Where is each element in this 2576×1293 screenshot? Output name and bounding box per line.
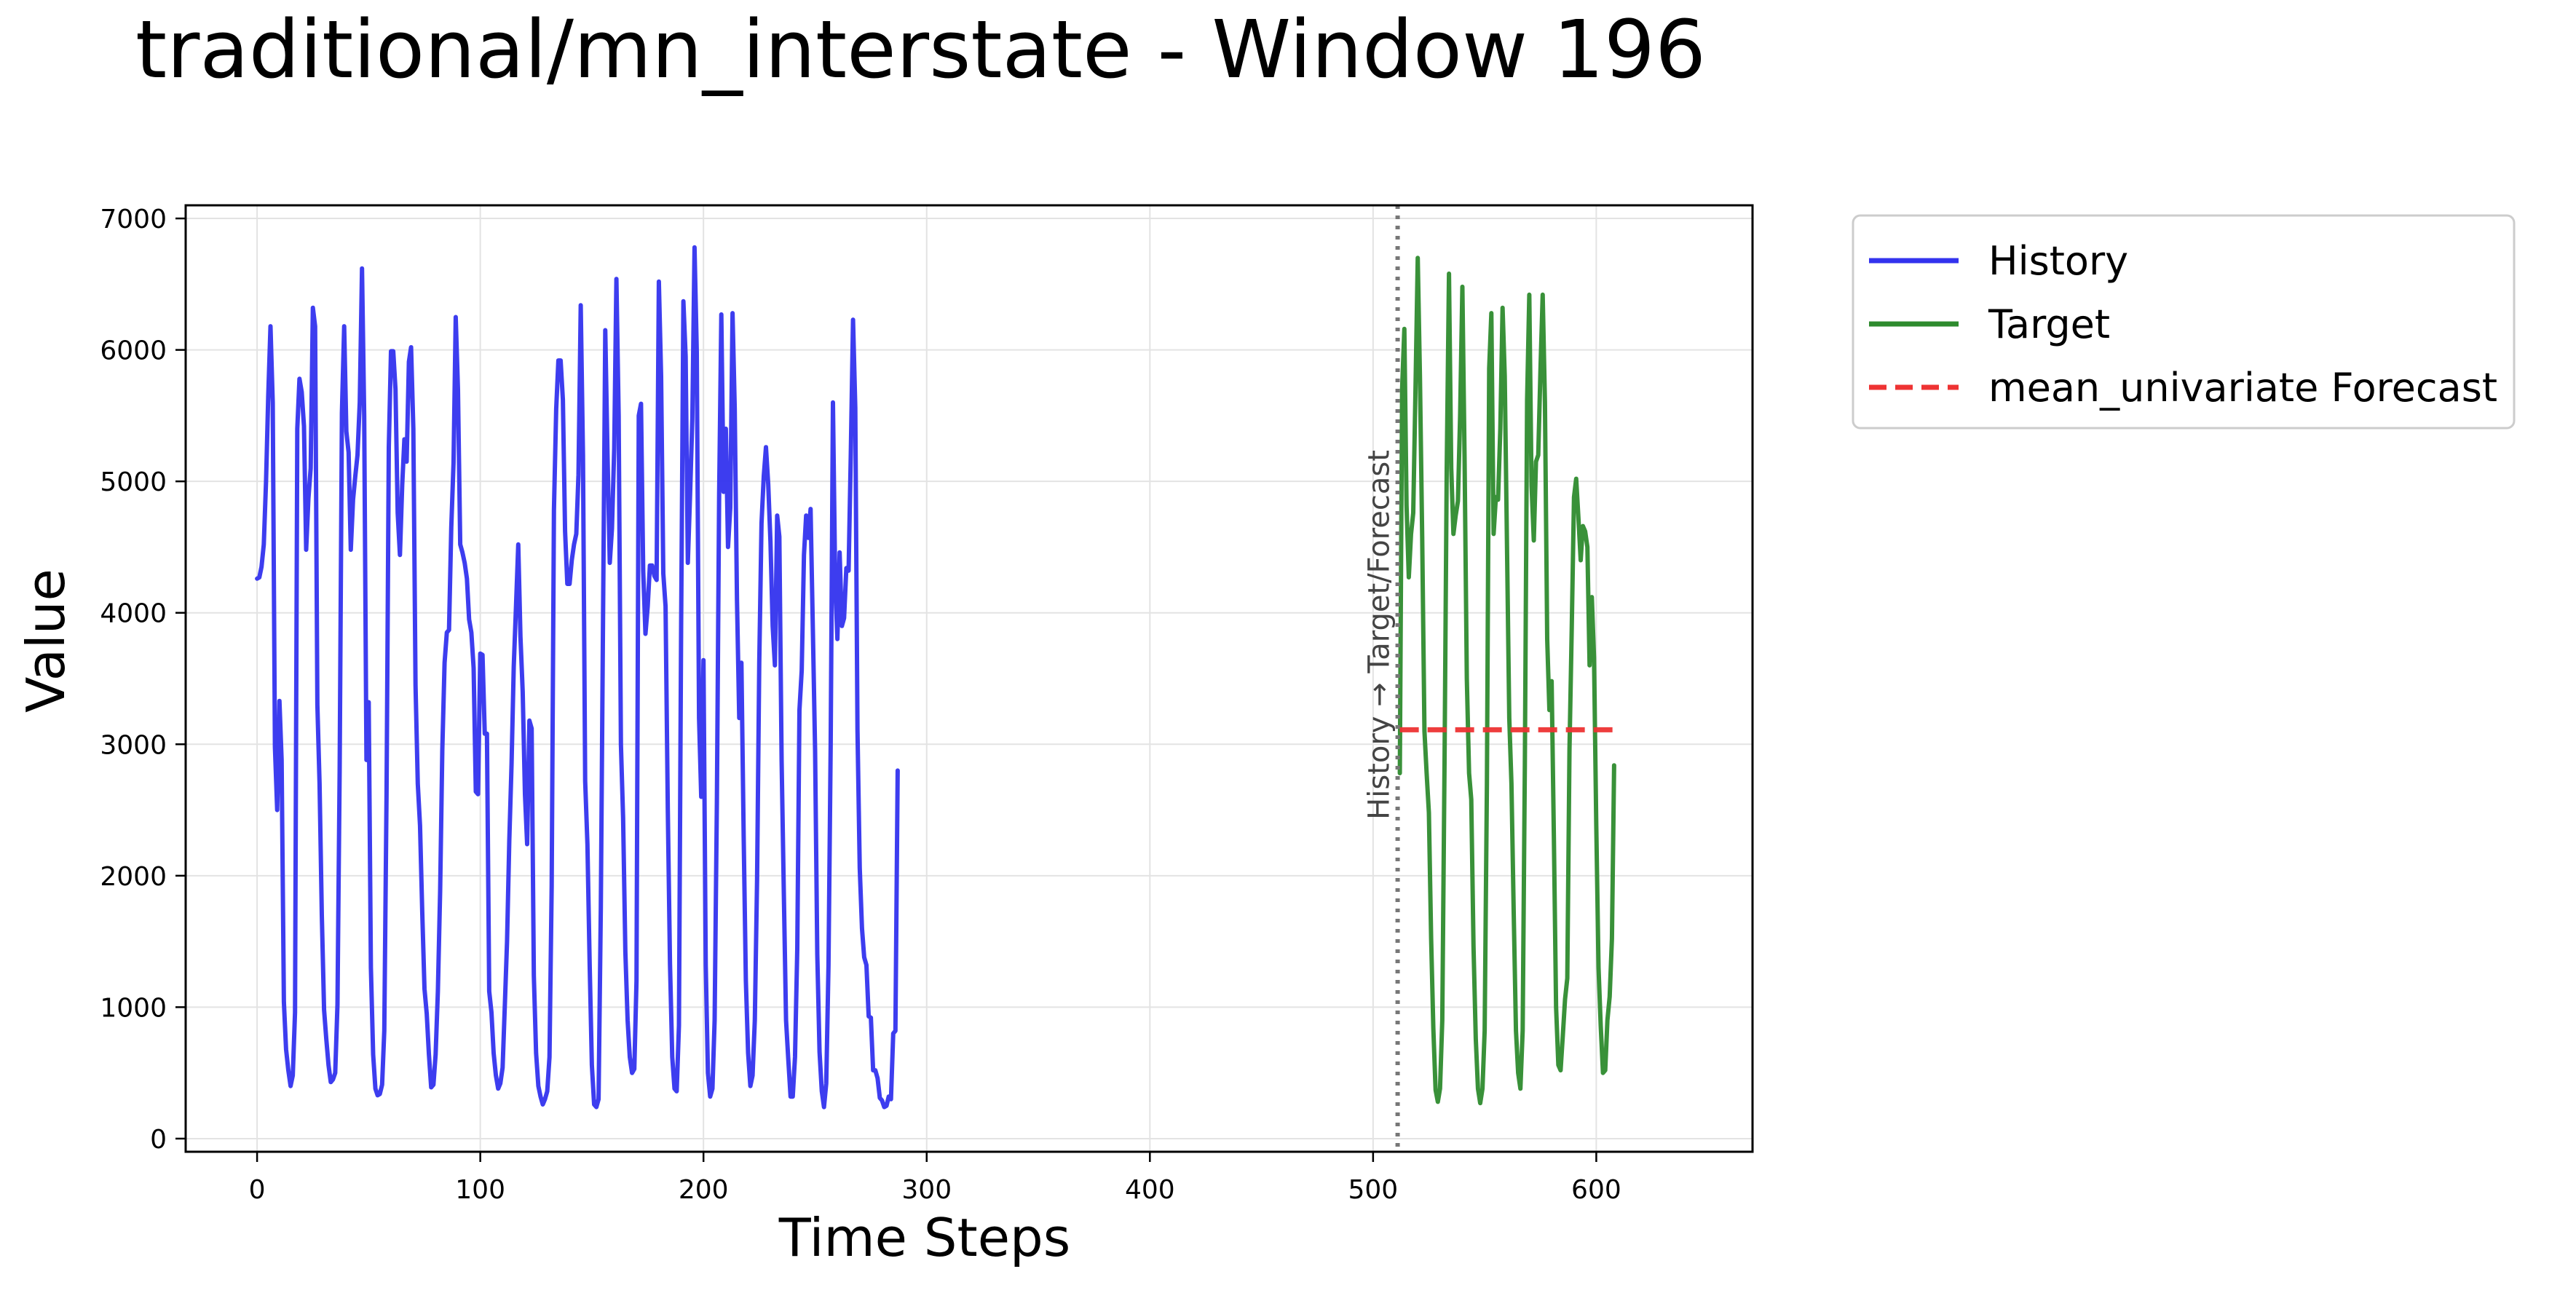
legend: History Target mean_univariate Forecast — [1852, 214, 2516, 430]
x-tick-label: 400 — [1125, 1175, 1175, 1205]
x-tick-label: 0 — [249, 1175, 266, 1205]
divider-layer: History → Target/Forecast — [1363, 205, 1400, 1152]
y-tick-label: 5000 — [100, 467, 167, 497]
x-tick-label: 500 — [1348, 1175, 1399, 1205]
y-axis-label: Value — [15, 569, 76, 713]
plot-frame — [184, 204, 1754, 1153]
legend-entry: History — [1869, 238, 2128, 284]
y-tick-label: 6000 — [100, 336, 167, 366]
y-tick-label: 2000 — [100, 862, 167, 892]
y-tick-label: 4000 — [100, 599, 167, 629]
legend-box — [1852, 214, 2516, 430]
y-tick-label: 0 — [150, 1125, 167, 1155]
y-tick-label: 3000 — [100, 730, 167, 760]
x-tick-label: 200 — [679, 1175, 729, 1205]
series-line-target — [1397, 256, 1616, 1106]
legend-label: mean_univariate Forecast — [1988, 365, 2497, 411]
chart-title: traditional/mn_interstate - Window 196 — [135, 3, 1706, 96]
legend-label: History — [1988, 238, 2128, 284]
x-tick-label: 600 — [1571, 1175, 1621, 1205]
y-tick-label: 1000 — [100, 993, 167, 1023]
series-line-history — [255, 245, 900, 1110]
legend-entry: Target — [1869, 301, 2110, 347]
legend-label: Target — [1988, 301, 2110, 347]
grid — [186, 205, 1753, 1152]
x-axis-label: Time Steps — [778, 1207, 1071, 1268]
axes: 0 100 200 300 400 500 600010002000300040005000… — [100, 204, 1754, 1205]
x-tick-label: 100 — [455, 1175, 505, 1205]
series-layer — [255, 245, 1616, 1110]
y-tick-label: 7000 — [100, 205, 167, 234]
divider-label: History → Target/Forecast — [1363, 450, 1396, 820]
legend-entry: mean_univariate Forecast — [1869, 365, 2497, 411]
x-tick-label: 300 — [901, 1175, 952, 1205]
